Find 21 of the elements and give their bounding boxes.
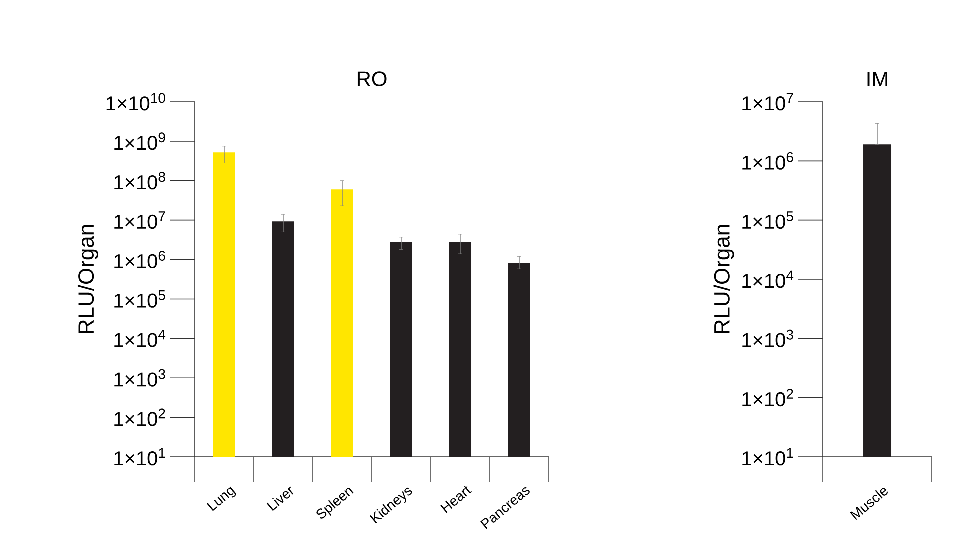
y-tick-label: 1×10$^{3}$ [742,330,794,348]
y-tick-label: 1×10$^{2}$ [742,389,794,407]
y-tick-label: 1×10$^{4}$ [742,270,794,288]
chart-title: RO [358,72,387,86]
y-tick-label: 1×10$^{1}$ [114,448,166,466]
y-tick-label: 1×10$^{7}$ [114,212,166,230]
y-tick-label: 1×10$^{4}$ [114,330,166,348]
y-tick-label: 1×10$^{2}$ [114,408,166,426]
y-tick-label: 1×10$^{3}$ [114,369,166,387]
y-tick-label: 1×10$^{7}$ [742,93,794,111]
y-tick-label: 1×10$^{1}$ [742,448,794,466]
y-tick-label: 1×10$^{5}$ [742,212,794,229]
y-tick-label: 1×10$^{6}$ [742,152,794,170]
chart-title: IM [868,72,888,86]
y-axis-title: RLU/Organ [714,225,734,334]
y-tick-label: 1×10$^{10}$ [106,93,166,111]
y-tick-label: 1×10$^{8}$ [114,172,166,190]
y-tick-label: 1×10$^{5}$ [114,290,166,308]
y-tick-label: 1×10$^{9}$ [114,132,166,150]
y-tick-label: 1×10$^{6}$ [114,251,166,269]
y-axis-title: RLU/Organ [78,225,98,334]
